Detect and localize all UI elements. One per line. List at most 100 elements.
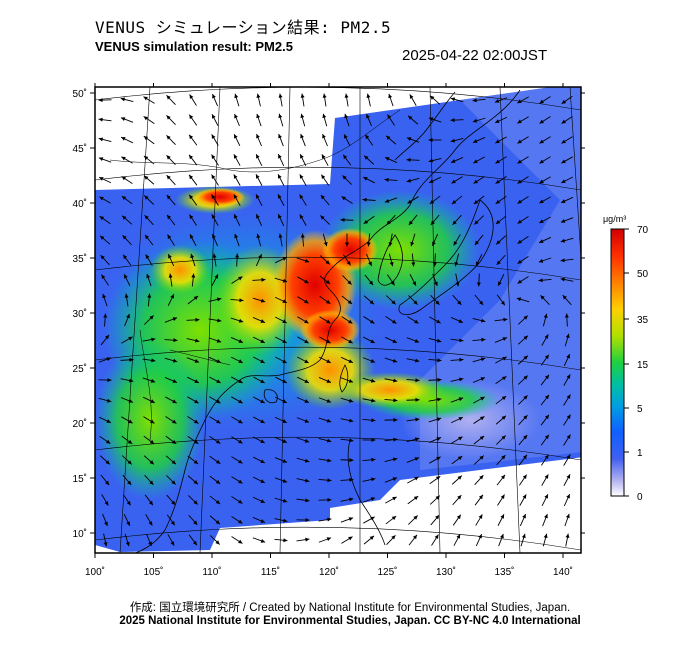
wind-arrow-head (517, 139, 522, 144)
wind-arrow-head (215, 459, 221, 464)
wind-arrow-head (104, 501, 109, 506)
wind-arrow-head (239, 298, 244, 303)
wind-arrow-head (238, 419, 243, 424)
lat-tick-label: 20˚ (73, 418, 87, 430)
wind-arrow-head (565, 533, 570, 538)
wind-arrow-head (255, 194, 260, 199)
wind-arrow-head (370, 497, 376, 502)
wind-arrow-head (474, 220, 479, 225)
wind-arrow-head (415, 358, 420, 363)
wind-arrow-head (300, 93, 305, 98)
wind-arrow-head (436, 338, 442, 343)
wind-arrow-head (501, 415, 506, 420)
wind-arrow-head (476, 282, 481, 287)
wind-arrow-head (415, 417, 420, 422)
wind-arrow-head (143, 136, 149, 141)
wind-arrow-head (326, 359, 331, 363)
wind-arrow-head (544, 374, 549, 380)
wind-arrow-head (192, 540, 197, 546)
wind-arrow-head (167, 234, 172, 239)
lat-tick-label: 40˚ (73, 198, 87, 210)
lon-tick-label: 125˚ (377, 566, 397, 578)
wind-arrow-head (371, 457, 376, 462)
wind-arrow-head (128, 399, 134, 403)
meridian-line (119, 87, 151, 553)
wind-arrow-head (413, 300, 418, 305)
wind-arrow-head (189, 234, 194, 239)
wind-arrow-head (434, 281, 438, 287)
wind-arrow-head (104, 521, 108, 527)
wind-arrow-head (517, 119, 522, 124)
wind-arrow-head (107, 378, 112, 383)
wind-arrow-head (342, 175, 347, 180)
wind-arrow-head (212, 253, 217, 258)
wind-arrow-head (523, 335, 528, 340)
wind-arrow-head (127, 439, 133, 444)
wind-arrow-head (171, 480, 176, 485)
wind-arrow-head (106, 398, 112, 403)
wind-arrow-head (143, 116, 149, 121)
wind-arrow-head (458, 319, 463, 323)
wind-arrow-head (479, 455, 484, 460)
lat-tick-label: 30˚ (73, 308, 87, 320)
wind-arrow-head (195, 317, 200, 322)
wind-arrow-head (566, 454, 571, 459)
wind-arrow-head (149, 480, 154, 485)
wind-arrow-head (364, 155, 369, 160)
wind-arrow-head (344, 93, 349, 98)
meridian-line (279, 87, 291, 553)
wind-arrow-head (260, 538, 266, 543)
wind-arrow-head (348, 398, 354, 403)
wind-arrow-head (455, 282, 460, 287)
wind-arrow-head (277, 194, 282, 199)
wind-vectors (98, 93, 574, 547)
wind-arrow-head (260, 298, 266, 303)
wind-arrow-head (189, 174, 194, 180)
wind-arrow-head (363, 219, 369, 224)
wind-arrow-head (193, 520, 198, 525)
wind-arrow-head (371, 438, 376, 443)
wind-arrow-head (305, 478, 310, 483)
wind-arrow-head (478, 514, 483, 519)
wind-arrow-head (539, 179, 544, 184)
wind-arrow-head (126, 500, 131, 506)
wind-arrow-head (523, 395, 528, 400)
wind-arrow-head (103, 313, 108, 318)
meridian-line (499, 87, 521, 553)
wind-arrow-head (544, 414, 549, 420)
wind-arrow-head (386, 220, 391, 225)
wind-arrow-head (414, 476, 419, 481)
wind-arrow-head (415, 397, 420, 402)
wind-arrow-head (500, 494, 505, 499)
wind-arrow-head (517, 199, 522, 204)
wind-arrow-head (304, 359, 309, 363)
asia-coastline (134, 89, 521, 553)
wind-arrow-head (148, 521, 153, 526)
wind-arrow-head (414, 437, 420, 442)
wind-arrow-head (457, 495, 462, 500)
wind-arrow-head (386, 135, 391, 140)
wind-arrow-head (189, 94, 194, 99)
wind-arrow-head (106, 419, 111, 423)
wind-arrow-head (349, 438, 354, 443)
wind-arrow-head (429, 179, 434, 183)
wind-arrow-head (304, 379, 309, 383)
wind-arrow-head (322, 93, 327, 98)
wind-arrow-head (428, 117, 434, 122)
wind-arrow-head (539, 139, 544, 144)
lon-tick-label: 140˚ (553, 566, 573, 578)
wind-arrow-head (304, 399, 309, 403)
wind-arrow-head (517, 219, 522, 224)
parallel-line (95, 526, 581, 551)
wind-arrow-head (523, 315, 528, 320)
wind-arrow-head (282, 439, 287, 443)
wind-arrow-head (99, 177, 104, 181)
timestamp: 2025-04-22 02:00JST (402, 47, 548, 64)
wind-arrow-head (322, 113, 327, 119)
wind-arrow-head (349, 458, 354, 463)
wind-arrow-head (148, 500, 153, 506)
wind-arrow-head (479, 300, 484, 305)
taiwan-coastline (339, 364, 349, 393)
wind-arrow-head (260, 519, 265, 523)
wind-arrow-head (326, 537, 332, 542)
